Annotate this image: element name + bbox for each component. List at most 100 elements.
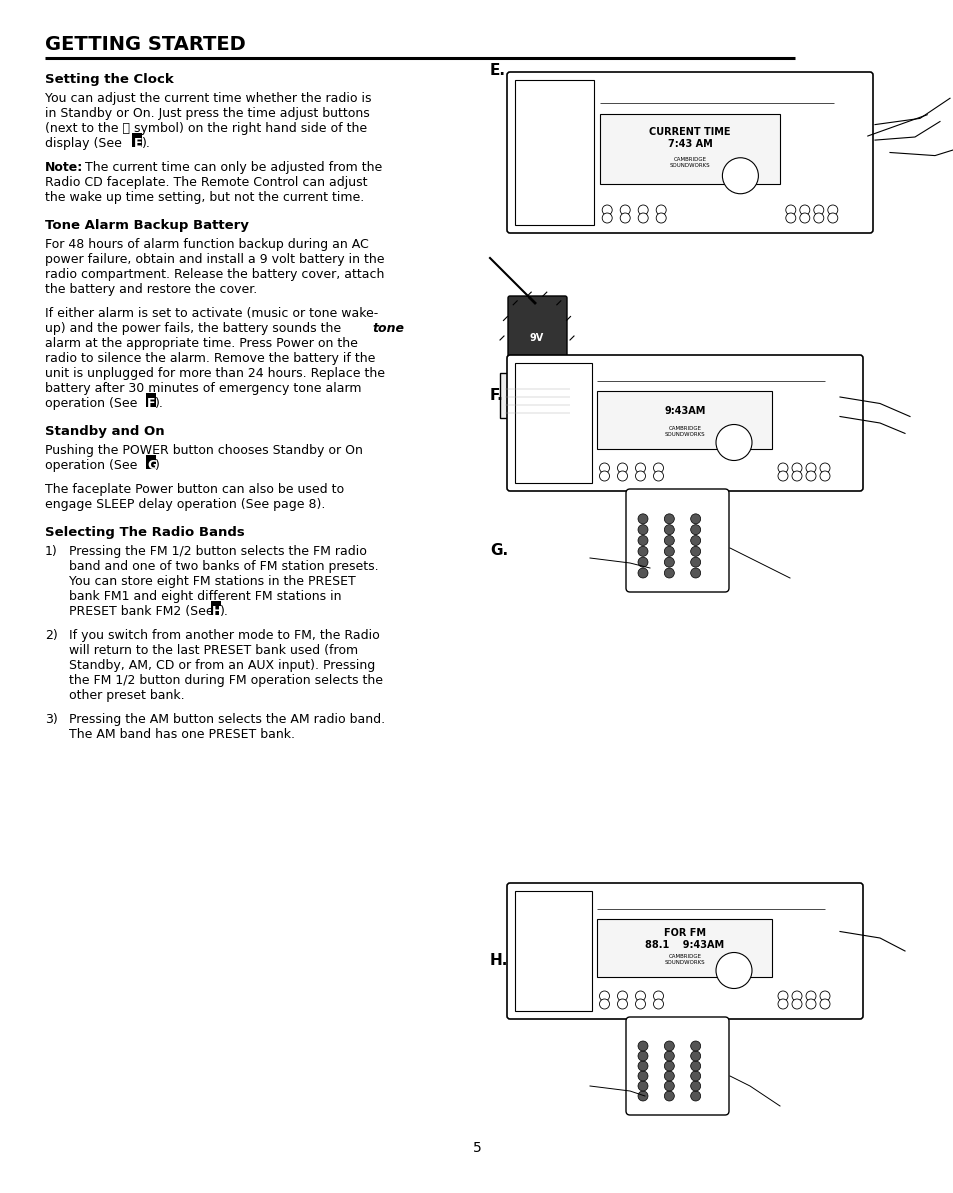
Text: 1): 1)	[45, 545, 58, 558]
Text: radio compartment. Release the battery cover, attach: radio compartment. Release the battery c…	[45, 268, 384, 282]
Circle shape	[813, 205, 823, 215]
Circle shape	[690, 525, 700, 534]
Circle shape	[791, 999, 801, 1009]
Text: up) and the power fails, the battery sounds the: up) and the power fails, the battery sou…	[45, 322, 345, 335]
Circle shape	[799, 214, 809, 223]
Text: The faceplate Power button can also be used to: The faceplate Power button can also be u…	[45, 483, 344, 496]
FancyBboxPatch shape	[625, 489, 728, 592]
Circle shape	[827, 205, 837, 215]
Circle shape	[638, 546, 647, 556]
Circle shape	[690, 568, 700, 577]
Text: Setting the Clock: Setting the Clock	[45, 73, 173, 86]
Circle shape	[791, 471, 801, 481]
Circle shape	[690, 1071, 700, 1081]
Circle shape	[638, 205, 647, 215]
Text: Note:: Note:	[45, 161, 83, 174]
Text: You can adjust the current time whether the radio is: You can adjust the current time whether …	[45, 92, 371, 105]
Text: PRESET bank FM2 (See: PRESET bank FM2 (See	[69, 605, 217, 618]
Circle shape	[690, 1051, 700, 1061]
Circle shape	[663, 1092, 674, 1101]
Text: H.: H.	[490, 953, 508, 968]
Circle shape	[638, 1041, 647, 1051]
Circle shape	[617, 999, 627, 1009]
Circle shape	[663, 1071, 674, 1081]
Bar	[515, 363, 592, 483]
Circle shape	[619, 214, 630, 223]
Text: CAMBRIDGE
SOUNDWORKS: CAMBRIDGE SOUNDWORKS	[664, 954, 704, 965]
Circle shape	[617, 463, 627, 472]
Text: 3): 3)	[45, 713, 58, 727]
Circle shape	[653, 463, 662, 472]
Text: F: F	[147, 397, 155, 410]
Bar	[211, 601, 220, 614]
Circle shape	[820, 463, 829, 472]
Circle shape	[820, 991, 829, 1001]
Bar	[146, 394, 155, 407]
Circle shape	[598, 463, 609, 472]
Circle shape	[598, 999, 609, 1009]
Circle shape	[656, 205, 665, 215]
Circle shape	[635, 999, 645, 1009]
Circle shape	[638, 514, 647, 524]
Bar	[597, 919, 772, 977]
Circle shape	[690, 536, 700, 545]
Circle shape	[601, 205, 612, 215]
Text: band and one of two banks of FM station presets.: band and one of two banks of FM station …	[69, 560, 378, 573]
Circle shape	[656, 214, 665, 223]
Circle shape	[820, 999, 829, 1009]
Text: power failure, obtain and install a 9 volt battery in the: power failure, obtain and install a 9 vo…	[45, 253, 384, 266]
Text: CAMBRIDGE
SOUNDWORKS: CAMBRIDGE SOUNDWORKS	[664, 426, 704, 437]
Circle shape	[638, 214, 647, 223]
Circle shape	[805, 991, 815, 1001]
Text: Tone Alarm Backup Battery: Tone Alarm Backup Battery	[45, 220, 249, 231]
Text: radio to silence the alarm. Remove the battery if the: radio to silence the alarm. Remove the b…	[45, 352, 375, 365]
Text: the wake up time setting, but not the current time.: the wake up time setting, but not the cu…	[45, 191, 364, 204]
Text: 5: 5	[472, 1141, 481, 1155]
Circle shape	[598, 991, 609, 1001]
Text: CAMBRIDGE
SOUNDWORKS: CAMBRIDGE SOUNDWORKS	[669, 157, 710, 168]
Text: Selecting The Radio Bands: Selecting The Radio Bands	[45, 526, 245, 539]
Circle shape	[653, 991, 662, 1001]
Circle shape	[690, 1061, 700, 1071]
Text: GETTING STARTED: GETTING STARTED	[45, 35, 246, 54]
Text: the FM 1/2 button during FM operation selects the: the FM 1/2 button during FM operation se…	[69, 674, 382, 687]
Circle shape	[813, 214, 823, 223]
Circle shape	[663, 525, 674, 534]
Bar	[597, 390, 772, 449]
Circle shape	[690, 514, 700, 524]
Text: other preset bank.: other preset bank.	[69, 690, 185, 701]
Circle shape	[690, 546, 700, 556]
Circle shape	[785, 205, 795, 215]
Circle shape	[638, 1071, 647, 1081]
Circle shape	[663, 568, 674, 577]
Text: G.: G.	[490, 543, 508, 558]
FancyBboxPatch shape	[625, 1016, 728, 1115]
Text: CURRENT TIME
7:43 AM: CURRENT TIME 7:43 AM	[649, 128, 730, 149]
Text: ).: ).	[220, 605, 229, 618]
Text: FOR FM
88.1    9:43AM: FOR FM 88.1 9:43AM	[645, 928, 723, 950]
Circle shape	[827, 214, 837, 223]
Circle shape	[663, 546, 674, 556]
Circle shape	[778, 991, 787, 1001]
Circle shape	[617, 471, 627, 481]
Circle shape	[690, 1041, 700, 1051]
Circle shape	[791, 991, 801, 1001]
Circle shape	[791, 463, 801, 472]
Text: the battery and restore the cover.: the battery and restore the cover.	[45, 283, 257, 296]
Text: Standby, AM, CD or from an AUX input). Pressing: Standby, AM, CD or from an AUX input). P…	[69, 659, 375, 672]
Text: battery after 30 minutes of emergency tone alarm: battery after 30 minutes of emergency to…	[45, 382, 361, 395]
Circle shape	[638, 525, 647, 534]
Bar	[132, 134, 142, 147]
Text: bank FM1 and eight different FM stations in: bank FM1 and eight different FM stations…	[69, 591, 341, 602]
Text: display (See: display (See	[45, 137, 126, 150]
Text: Standby and On: Standby and On	[45, 425, 165, 438]
Circle shape	[799, 205, 809, 215]
Text: 2): 2)	[45, 629, 58, 642]
Bar	[146, 456, 155, 469]
Circle shape	[635, 991, 645, 1001]
Circle shape	[638, 536, 647, 545]
Circle shape	[619, 205, 630, 215]
FancyBboxPatch shape	[507, 296, 566, 381]
Circle shape	[690, 557, 700, 567]
Circle shape	[778, 471, 787, 481]
